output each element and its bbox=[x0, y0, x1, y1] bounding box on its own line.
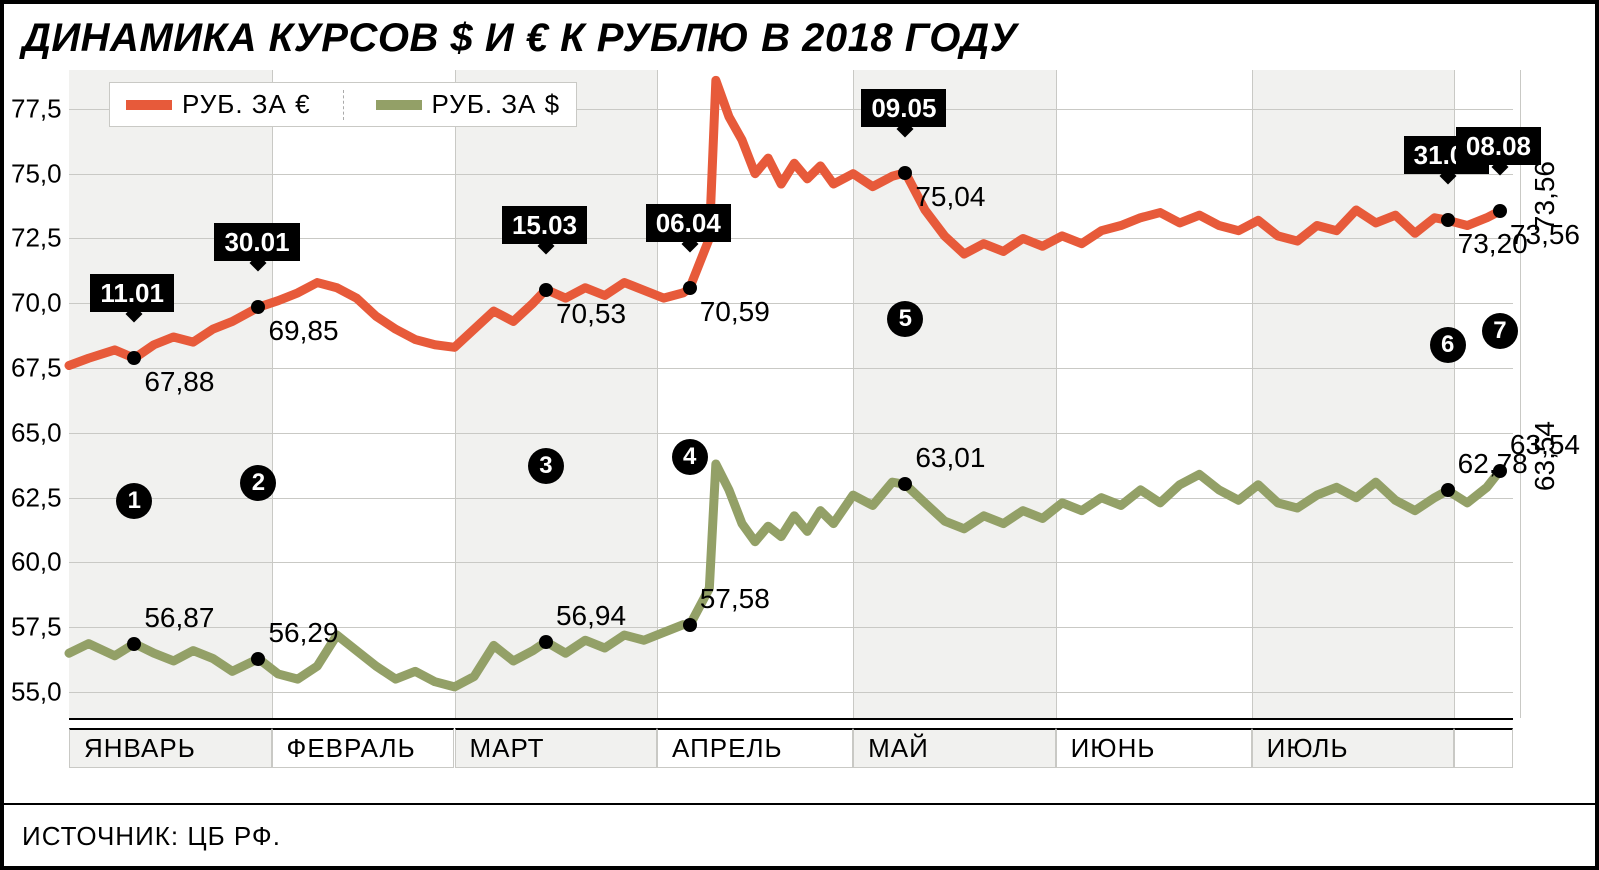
legend: РУБ. ЗА € РУБ. ЗА $ bbox=[109, 82, 577, 127]
legend-swatch-usd bbox=[376, 100, 422, 110]
value-label-eur: 75,04 bbox=[915, 181, 985, 213]
month-cell: ФЕВРАЛЬ bbox=[272, 728, 455, 768]
month-cell: ЯНВАРЬ bbox=[69, 728, 272, 768]
value-label-eur: 69,85 bbox=[268, 315, 338, 347]
end-label-usd: 63,54 bbox=[1529, 421, 1561, 491]
event-badge: 5 bbox=[887, 301, 923, 337]
month-cell: МАЙ bbox=[853, 728, 1056, 768]
date-flag: 15.03 bbox=[502, 210, 587, 241]
data-point bbox=[683, 281, 697, 295]
data-point bbox=[127, 637, 141, 651]
data-point bbox=[539, 283, 553, 297]
chart-frame: ДИНАМИКА КУРСОВ $ И € К РУБЛЮ В 2018 ГОД… bbox=[0, 0, 1599, 870]
y-tick-label: 72,5 bbox=[11, 223, 61, 254]
date-flag: 08.08 bbox=[1456, 131, 1541, 162]
months-row: ЯНВАРЬФЕВРАЛЬМАРТАПРЕЛЬМАЙИЮНЬИЮЛЬ bbox=[69, 724, 1513, 768]
data-point bbox=[127, 351, 141, 365]
value-label-usd: 56,94 bbox=[556, 600, 626, 632]
legend-usd-label: РУБ. ЗА $ bbox=[432, 89, 561, 120]
legend-euro-label: РУБ. ЗА € bbox=[182, 89, 311, 120]
data-point bbox=[1441, 483, 1455, 497]
y-tick-label: 75,0 bbox=[11, 158, 61, 189]
month-cell: АПРЕЛЬ bbox=[657, 728, 853, 768]
data-point bbox=[251, 300, 265, 314]
legend-swatch-euro bbox=[126, 100, 172, 110]
month-cell bbox=[1454, 728, 1513, 768]
y-tick-label: 70,0 bbox=[11, 288, 61, 319]
month-cell: ИЮНЬ bbox=[1056, 728, 1252, 768]
y-tick-label: 60,0 bbox=[11, 547, 61, 578]
y-tick-label: 62,5 bbox=[11, 482, 61, 513]
value-label-usd: 56,29 bbox=[268, 617, 338, 649]
y-tick-label: 65,0 bbox=[11, 417, 61, 448]
event-badge: 4 bbox=[672, 439, 708, 475]
value-label-eur: 67,88 bbox=[144, 366, 214, 398]
date-flag: 06.04 bbox=[646, 208, 731, 239]
date-flag: 09.05 bbox=[861, 93, 946, 124]
chart-title: ДИНАМИКА КУРСОВ $ И € К РУБЛЮ В 2018 ГОД… bbox=[4, 4, 1595, 69]
value-label-eur: 70,59 bbox=[700, 296, 770, 328]
source-footer: ИСТОЧНИК: ЦБ РФ. bbox=[4, 803, 1595, 866]
event-badge: 3 bbox=[528, 448, 564, 484]
legend-euro: РУБ. ЗА € bbox=[126, 89, 311, 120]
y-tick-label: 57,5 bbox=[11, 612, 61, 643]
data-point bbox=[1493, 204, 1507, 218]
event-badge: 7 bbox=[1482, 313, 1518, 349]
value-label-usd: 57,58 bbox=[700, 583, 770, 615]
data-point bbox=[683, 618, 697, 632]
legend-usd: РУБ. ЗА $ bbox=[376, 89, 561, 120]
data-point bbox=[1441, 213, 1455, 227]
y-tick-label: 77,5 bbox=[11, 93, 61, 124]
y-tick-label: 67,5 bbox=[11, 353, 61, 384]
value-label-eur: 70,53 bbox=[556, 298, 626, 330]
date-flag: 11.01 bbox=[90, 278, 174, 309]
plot-area: РУБ. ЗА € РУБ. ЗА $ 55,057,560,062,565,0… bbox=[69, 70, 1513, 720]
value-label-usd: 56,87 bbox=[144, 602, 214, 634]
y-tick-label: 55,0 bbox=[11, 677, 61, 708]
data-point bbox=[539, 635, 553, 649]
end-label-eur: 73,56 bbox=[1529, 161, 1561, 231]
month-cell: ИЮЛЬ bbox=[1252, 728, 1455, 768]
data-point bbox=[898, 477, 912, 491]
event-badge: 6 bbox=[1430, 327, 1466, 363]
legend-separator bbox=[343, 90, 344, 120]
date-flag: 30.01 bbox=[214, 227, 299, 258]
data-point bbox=[898, 166, 912, 180]
value-label-usd: 63,01 bbox=[915, 442, 985, 474]
event-badge: 1 bbox=[116, 483, 152, 519]
data-point bbox=[251, 652, 265, 666]
month-cell: МАРТ bbox=[455, 728, 658, 768]
plot-wrap: РУБ. ЗА € РУБ. ЗА $ 55,0 57,5 60,0 62,5 65,0… bbox=[4, 70, 1595, 780]
